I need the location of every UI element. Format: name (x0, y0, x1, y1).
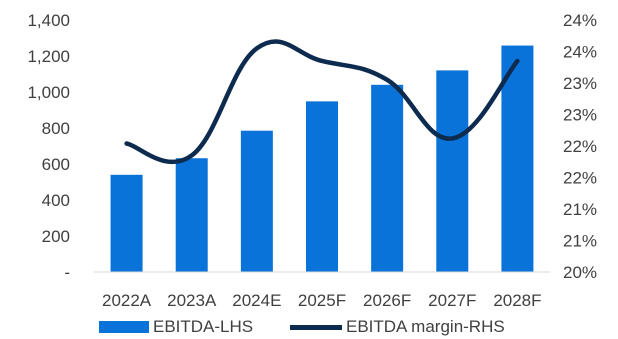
left-tick-label: 600 (42, 155, 70, 174)
left-tick-label: 1,200 (27, 47, 70, 66)
bar-2024E (240, 130, 273, 272)
left-tick-label: - (64, 263, 70, 282)
left-tick-label: 200 (42, 227, 70, 246)
bar-2025F (306, 101, 338, 272)
legend-line-swatch (290, 324, 342, 330)
chart: - 200 400 600 800 1,000 1,200 1,400 20% 21% 21% 22… (27, 11, 597, 310)
left-tick-label: 400 (42, 191, 70, 210)
left-tick-label: 800 (42, 119, 70, 138)
bar-2022A (110, 174, 143, 272)
bar-2027F (436, 70, 469, 273)
legend: EBITDA-LHS EBITDA margin-RHS (0, 317, 618, 339)
bar-2026F (371, 84, 404, 272)
right-tick-label: 24% (563, 43, 597, 62)
left-tick-label: 1,400 (27, 11, 70, 30)
legend-label-margin: EBITDA margin-RHS (346, 317, 505, 336)
x-tick-label: 2025F (298, 291, 346, 310)
legend-item-margin: EBITDA margin-RHS (290, 317, 505, 337)
legend-item-ebitda: EBITDA-LHS (99, 317, 253, 337)
bar-series (110, 45, 534, 273)
right-tick-label: 24% (563, 11, 597, 30)
x-tick-label: 2027F (428, 291, 476, 310)
x-tick-label: 2024E (232, 291, 281, 310)
x-tick-label: 2022A (102, 291, 152, 310)
right-tick-label: 23% (563, 74, 597, 93)
right-tick-label: 23% (563, 106, 597, 125)
left-tick-label: 1,000 (27, 83, 70, 102)
right-axis-ticks: 20% 21% 21% 22% 22% 23% 23% 24% 24% (563, 11, 597, 282)
margin-line (124, 39, 520, 164)
bar-2028F (501, 45, 534, 273)
x-tick-label: 2028F (493, 291, 541, 310)
right-tick-label: 21% (563, 232, 597, 251)
left-axis-ticks: - 200 400 600 800 1,000 1,200 1,400 (27, 11, 70, 282)
x-tick-label: 2023A (167, 291, 217, 310)
legend-bar-swatch (99, 321, 149, 333)
right-tick-label: 20% (563, 263, 597, 282)
bar-2023A (175, 158, 208, 272)
x-tick-label: 2026F (363, 291, 411, 310)
x-axis-ticks: 2022A 2023A 2024E 2025F 2026F 2027F 2028F (102, 291, 542, 310)
right-tick-label: 21% (563, 200, 597, 219)
right-tick-label: 22% (563, 169, 597, 188)
legend-label-ebitda: EBITDA-LHS (153, 317, 254, 336)
right-tick-label: 22% (563, 137, 597, 156)
